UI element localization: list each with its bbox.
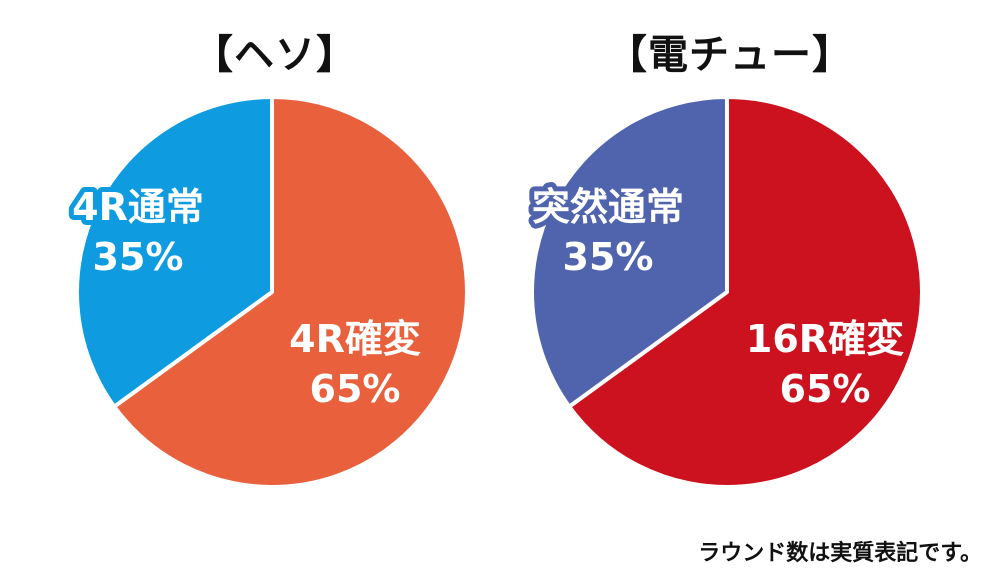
- footnote: ラウンド数は実質表記です。: [698, 541, 982, 566]
- slice-label-denchu-1: 突然通常: [532, 185, 684, 229]
- slice-value-denchu-1: 35%: [563, 235, 654, 279]
- chart-title-heso: 【ヘソ】: [193, 32, 357, 78]
- pie-slice-heso-1: [75, 95, 274, 409]
- slice-label-heso-0: 4R確変: [289, 317, 421, 361]
- slice-label-denchu-0: 16R確変: [746, 317, 904, 361]
- pie-slice-heso-0: [112, 95, 469, 489]
- chart-title-denchu: 【電チュー】: [607, 32, 853, 78]
- pie-slice-denchu-1: [530, 95, 729, 409]
- slice-value-denchu-0: 65%: [780, 367, 871, 411]
- slice-label-heso-1: 4R通常: [72, 185, 204, 229]
- slice-value-heso-1: 35%: [93, 235, 184, 279]
- slice-value-heso-0: 65%: [310, 367, 401, 411]
- pie-slice-denchu-0: [567, 95, 924, 489]
